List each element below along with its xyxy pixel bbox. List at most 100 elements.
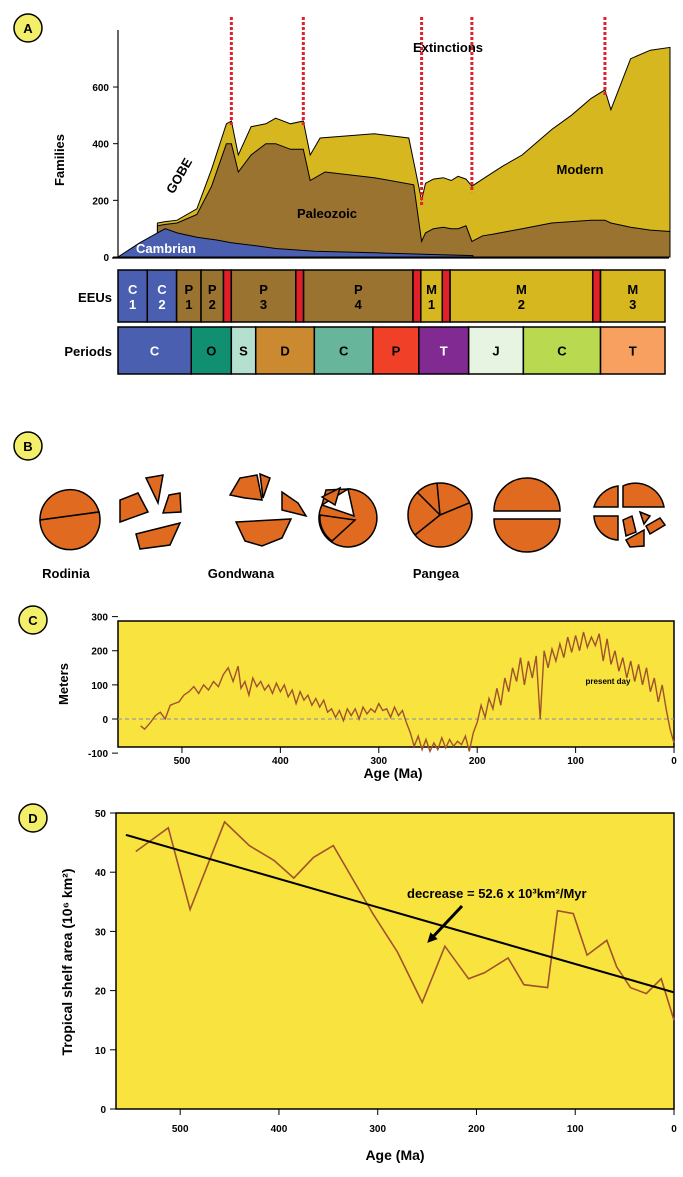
shelf-area-tick-label: 40 (95, 868, 107, 879)
row-cell-label: M (426, 282, 437, 297)
meters-axis-label: Meters (56, 663, 71, 705)
svg-text:B: B (23, 439, 32, 454)
shelf-area-curves (125, 820, 675, 1021)
row-cell-label: 3 (629, 297, 636, 312)
age-tick-label: 100 (567, 756, 584, 767)
row-cell (441, 269, 451, 323)
jurassic-continent (493, 477, 561, 553)
modern-label: Modern (557, 162, 604, 177)
row-cell-label: O (206, 344, 216, 359)
row-cell-label: C (157, 282, 167, 297)
panel-a: A 0 200 400 600 Families Extinctions GOBE P… (13, 13, 671, 375)
diversity-area-chart (116, 17, 671, 258)
row-cell-label: P (354, 282, 363, 297)
sea-level-line (140, 631, 675, 754)
row-cell (117, 326, 193, 375)
row-cell-label: M (627, 282, 638, 297)
row-cell (302, 269, 414, 323)
present-day-label: present day (586, 677, 631, 686)
families-tick-label: 600 (92, 83, 109, 94)
shelf-area-axis-label: Tropical shelf area (10⁶ km²) (59, 869, 75, 1056)
row-cell-label: J (492, 344, 499, 359)
shelf-area-tick-label: 20 (95, 987, 107, 998)
rodinia-label: Rodinia (42, 566, 90, 581)
row-cell-label: P (259, 282, 268, 297)
panel-b: B (13, 431, 667, 581)
row-cell-label: M (516, 282, 527, 297)
age-axis-label-c: Age (Ma) (363, 765, 422, 781)
row-cell (449, 269, 594, 323)
shelf-area-axes: 500 400 300 200 100 0 0 10 20 30 40 50 (95, 809, 677, 1135)
panel-d-badge: D (18, 803, 48, 833)
sea-level-axes: 500 400 300 200 100 0 -100 0 100 200 300 (88, 613, 677, 767)
row-cell (230, 269, 297, 323)
row-cell-label: 2 (158, 297, 165, 312)
age-tick-label: 500 (172, 1124, 189, 1135)
families-tick-label: 0 (103, 253, 109, 264)
row-cell-label: T (440, 344, 448, 359)
svg-text:A: A (23, 21, 33, 36)
age-tick-label: 0 (671, 1124, 677, 1135)
meters-tick-label: 200 (91, 647, 108, 658)
row-cell-label: P (392, 344, 401, 359)
families-axis-label: Families (52, 134, 67, 186)
periods-row-label: Periods (64, 344, 112, 359)
meters-tick-label: 100 (91, 681, 108, 692)
meters-tick-label: -100 (88, 749, 108, 760)
shelf-area-line (135, 820, 675, 1021)
age-tick-label: 400 (271, 1124, 288, 1135)
row-cell-label: 1 (428, 297, 435, 312)
age-tick-label: 200 (468, 1124, 485, 1135)
row-cell-label: 2 (518, 297, 525, 312)
row-cell (372, 326, 420, 375)
meters-tick-label: 0 (102, 715, 108, 726)
paleozoic-label: Paleozoic (297, 206, 357, 221)
row-cell (412, 269, 422, 323)
pangea-label: Pangea (413, 566, 460, 581)
row-cell-label: 2 (209, 297, 216, 312)
row-cell-label: S (239, 344, 248, 359)
svg-text:C: C (28, 613, 38, 628)
continents-row (39, 472, 667, 553)
svg-text:D: D (28, 811, 37, 826)
age-tick-label: 500 (174, 756, 191, 767)
row-cell-label: C (128, 282, 138, 297)
row-cell-label: P (208, 282, 217, 297)
row-cell (222, 269, 233, 323)
rodinia-continent (39, 488, 101, 551)
row-cell (190, 326, 233, 375)
row-cell (599, 326, 666, 375)
row-cell (230, 326, 257, 375)
row-cell (117, 269, 149, 323)
gobe-label: GOBE (163, 155, 195, 196)
gondwana-label: Gondwana (208, 566, 275, 581)
age-tick-label: 100 (567, 1124, 584, 1135)
row-cell-label: C (557, 344, 567, 359)
eeus-row-label: EEUs (78, 290, 112, 305)
gondwana-assembly-continent (228, 472, 308, 547)
row-cell-label: P (184, 282, 193, 297)
panel-c: C 500 400 300 200 100 0 -100 0 100 200 300 present… (18, 605, 677, 781)
cambrian-fauna-area (116, 228, 474, 258)
shelf-area-tick-label: 30 (95, 927, 107, 938)
shelf-area-tick-label: 50 (95, 809, 107, 820)
row-cell-label: D (280, 344, 289, 359)
panel-b-badge: B (13, 431, 43, 461)
panel-a-badge: A (13, 13, 43, 43)
panel-d: D 500 400 300 200 100 0 0 10 20 30 40 50 decrease =… (18, 803, 677, 1163)
modern-continents (593, 482, 667, 548)
row-cell-label: 1 (185, 297, 192, 312)
row-cell (295, 269, 305, 323)
row-cell (313, 326, 374, 375)
shelf-area-tick-label: 0 (100, 1105, 106, 1116)
sea-level-curve (140, 631, 675, 754)
row-cell (599, 269, 666, 323)
age-tick-label: 200 (469, 756, 486, 767)
paleozoic-fauna-area (156, 143, 671, 258)
row-cell (591, 269, 602, 323)
row-cell-label: C (150, 344, 160, 359)
families-tick-label: 200 (92, 196, 109, 207)
row-cell (418, 326, 470, 375)
